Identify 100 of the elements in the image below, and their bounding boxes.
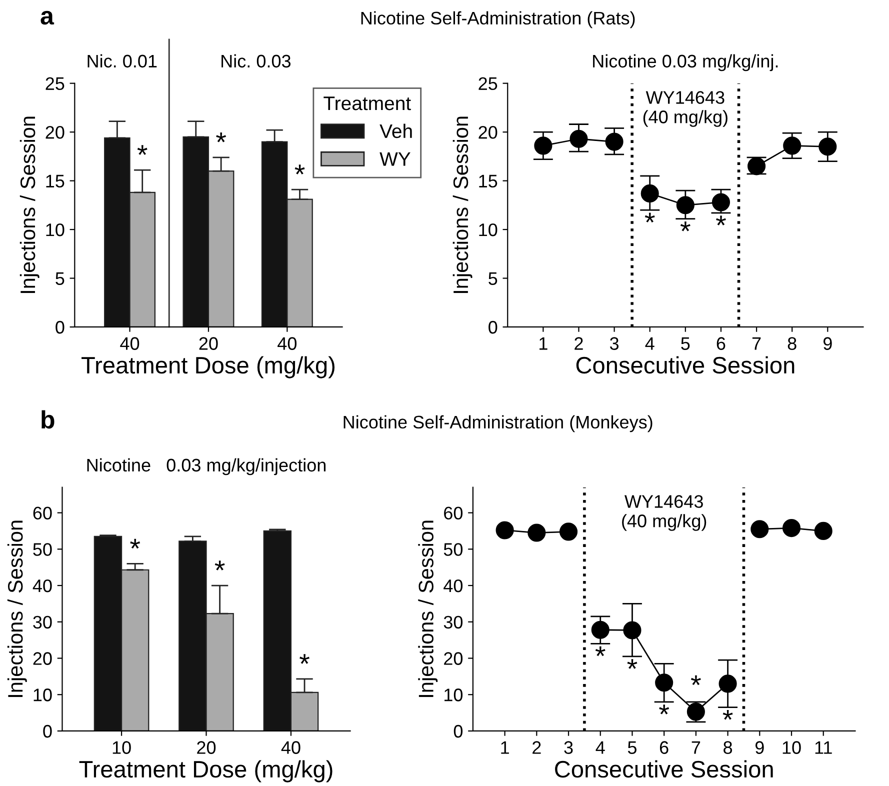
point bbox=[818, 138, 837, 156]
y-tick-label: 20 bbox=[33, 652, 52, 665]
point bbox=[640, 184, 659, 202]
x-axis-title: Consecutive Session bbox=[555, 760, 773, 778]
data-label: * bbox=[216, 132, 226, 142]
text: Nic. 0.01 bbox=[88, 54, 157, 68]
point bbox=[496, 521, 514, 540]
x-axis-title: Consecutive Session bbox=[576, 356, 794, 374]
x-tick-label: 5 bbox=[681, 337, 690, 350]
legend-label: WY bbox=[380, 152, 410, 166]
x-tick-label: 20 bbox=[199, 337, 218, 350]
point bbox=[534, 136, 552, 155]
x-tick-label: 4 bbox=[645, 337, 654, 350]
x-tick-label: 1 bbox=[501, 741, 509, 754]
x-tick-label: 40 bbox=[120, 337, 140, 350]
x-tick-label: 40 bbox=[281, 741, 300, 754]
annotation: WY14643 (40 mg/kg) bbox=[643, 91, 728, 127]
y-tick-label: 25 bbox=[478, 77, 498, 90]
y-tick-label: 15 bbox=[46, 174, 64, 188]
point bbox=[605, 132, 624, 151]
data-label: * bbox=[659, 704, 670, 714]
x-tick-label: 7 bbox=[692, 741, 700, 754]
point bbox=[559, 522, 578, 541]
point bbox=[570, 130, 588, 148]
y-tick-label: 60 bbox=[444, 506, 463, 520]
x-tick-label: 9 bbox=[755, 741, 764, 754]
chart-title: a bbox=[40, 10, 54, 25]
data-label: * bbox=[627, 659, 638, 669]
x-tick-label: 6 bbox=[660, 741, 668, 754]
y-tick-label: 5 bbox=[488, 272, 498, 285]
y-tick-label: 20 bbox=[444, 652, 463, 665]
y-tick-label: 30 bbox=[33, 616, 52, 629]
y-axis-title: Injections / Session bbox=[418, 520, 438, 697]
data-label: * bbox=[595, 646, 606, 656]
y-tick-label: 40 bbox=[444, 579, 463, 592]
x-tick-label: 2 bbox=[532, 741, 541, 754]
text: Nic. 0.03 bbox=[222, 54, 291, 68]
point bbox=[814, 522, 832, 540]
point bbox=[712, 193, 730, 212]
x-tick-label: 40 bbox=[278, 337, 297, 350]
data-label: * bbox=[214, 560, 225, 570]
y-tick-label: 0 bbox=[488, 320, 498, 334]
data-label: * bbox=[716, 216, 726, 226]
x-tick-label: 1 bbox=[540, 337, 548, 350]
x-axis-title: Treatment Dose (mg/kg) bbox=[82, 356, 334, 378]
y-axis-title: Injections / Session bbox=[20, 116, 40, 293]
y-tick-label: 15 bbox=[479, 174, 498, 188]
y-tick-label: 20 bbox=[46, 126, 64, 139]
y-tick-label: 25 bbox=[46, 77, 64, 90]
y-tick-label: 5 bbox=[56, 272, 64, 285]
data-label: * bbox=[294, 164, 305, 174]
point bbox=[783, 136, 802, 155]
data-label: * bbox=[722, 710, 733, 720]
y-tick-label: 10 bbox=[479, 223, 498, 236]
y-tick-label: 0 bbox=[454, 724, 463, 738]
y-axis-title: Injections / Session bbox=[452, 116, 472, 293]
x-axis-title: Treatment Dose (mg/kg) bbox=[79, 760, 332, 782]
point bbox=[655, 674, 674, 692]
x-tick-label: 3 bbox=[610, 337, 619, 350]
x-tick-label: 20 bbox=[197, 741, 216, 754]
x-tick-label: 3 bbox=[564, 741, 573, 754]
point bbox=[718, 674, 737, 693]
legend-label: Veh bbox=[380, 124, 412, 138]
chart-subtitle: Nicotine 0.03 mg/kg/injection bbox=[87, 458, 326, 476]
x-tick-label: 11 bbox=[815, 741, 832, 754]
y-tick-label: 10 bbox=[46, 223, 64, 236]
x-tick-label: 2 bbox=[574, 337, 583, 350]
y-tick-label: 0 bbox=[56, 320, 64, 334]
y-axis-title: Injections / Session bbox=[7, 520, 27, 697]
legend-title: Treatment bbox=[324, 96, 411, 110]
chart-title: Nicotine Self-Administration (Rats) bbox=[361, 11, 635, 28]
y-tick-label: 50 bbox=[33, 543, 52, 556]
x-tick-label: 8 bbox=[788, 337, 796, 350]
point bbox=[676, 196, 694, 214]
chart-subtitle: Nicotine 0.03 mg/kg/inj. bbox=[593, 54, 778, 72]
data-label: * bbox=[680, 221, 690, 232]
y-tick-label: 40 bbox=[32, 579, 52, 592]
data-label: * bbox=[130, 538, 140, 549]
x-tick-label: 8 bbox=[724, 741, 732, 754]
point bbox=[623, 621, 642, 640]
data-label: * bbox=[300, 654, 310, 664]
y-tick-label: 30 bbox=[444, 616, 463, 629]
chart-title: b bbox=[42, 410, 54, 429]
y-tick-label: 60 bbox=[33, 506, 52, 520]
y-tick-label: 0 bbox=[43, 724, 52, 738]
chart-title: Nicotine Self-Administration (Monkeys) bbox=[344, 415, 652, 432]
annotation: WY14643 (40 mg/kg) bbox=[622, 495, 706, 531]
data-label: * bbox=[644, 212, 655, 222]
x-tick-label: 10 bbox=[782, 741, 801, 754]
x-tick-label: 7 bbox=[752, 337, 761, 350]
x-tick-label: 5 bbox=[628, 741, 636, 754]
data-label: * bbox=[137, 145, 148, 155]
x-tick-label: 4 bbox=[596, 741, 605, 754]
point bbox=[591, 620, 610, 639]
y-tick-label: 10 bbox=[444, 688, 463, 702]
y-tick-label: 10 bbox=[34, 688, 52, 702]
y-tick-label: 50 bbox=[444, 543, 463, 556]
data-label: * bbox=[690, 675, 701, 686]
x-tick-label: 10 bbox=[112, 741, 131, 754]
point bbox=[528, 524, 546, 542]
